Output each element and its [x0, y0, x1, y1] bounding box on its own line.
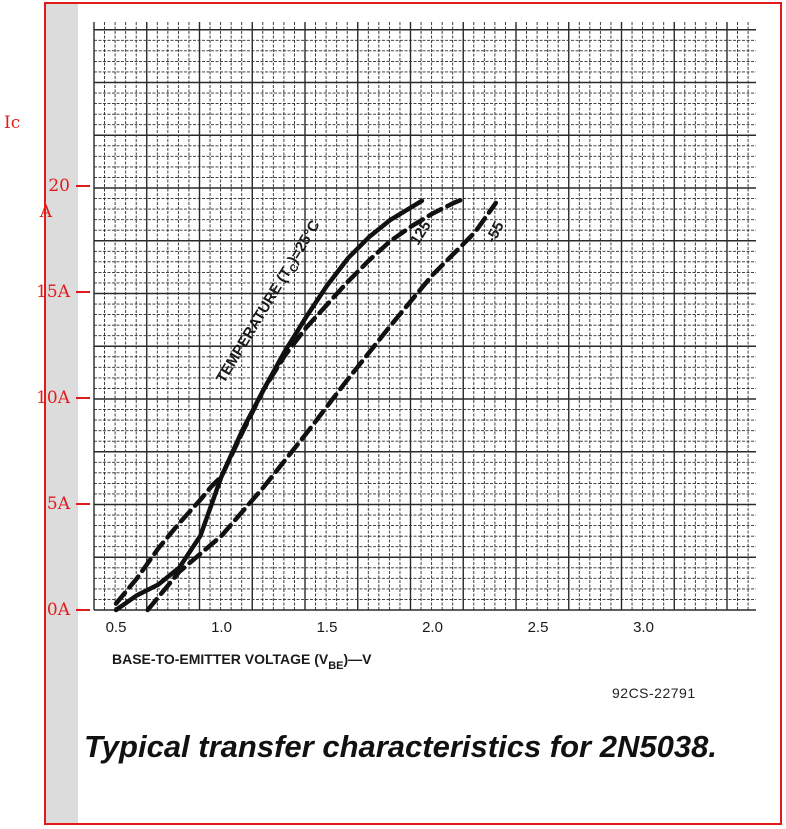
x-tick-label: 2.5 — [528, 619, 549, 636]
temperature-annotation: TEMPERATURE (TC)=25°C — [213, 217, 326, 387]
x-tick-label: 0.5 — [106, 619, 127, 636]
handwritten-y-label: Ic — [4, 113, 20, 133]
curve-label-minus55: -55 — [483, 219, 508, 246]
handwritten-tick-label: 10A — [36, 388, 71, 408]
x-tick-label: 1.0 — [211, 619, 232, 636]
handwritten-tick-label: 0A — [47, 600, 71, 620]
x-tick-label: 3.0 — [633, 619, 654, 636]
curve-series-minus55 — [145, 200, 499, 613]
x-tick-label: 2.0 — [422, 619, 443, 636]
x-tick-labels: 0.5 1.0 1.5 2.0 2.5 3.0 — [106, 619, 654, 636]
chart-curves — [113, 196, 499, 613]
handwritten-tick-label: 15A — [36, 282, 71, 302]
handwritten-tick-label: 5A — [47, 494, 71, 514]
figure-code: 92CS-22791 — [612, 685, 696, 701]
x-axis-label: BASE-TO-EMITTER VOLTAGE (VBE)—V — [112, 651, 372, 672]
handwritten-annotations: Ic 20 A 15A 10A 5A 0A — [4, 113, 90, 620]
curve-series-125 — [113, 196, 467, 606]
handwritten-tick-label: 20 — [48, 176, 70, 196]
x-tick-label: 1.5 — [317, 619, 338, 636]
annotation-frame — [44, 2, 782, 825]
scan-margin-shading — [46, 4, 78, 823]
figure-caption: Typical transfer characteristics for 2N5… — [84, 729, 717, 764]
chart-grid — [93, 22, 756, 611]
handwritten-tick-unit: A — [39, 202, 53, 222]
